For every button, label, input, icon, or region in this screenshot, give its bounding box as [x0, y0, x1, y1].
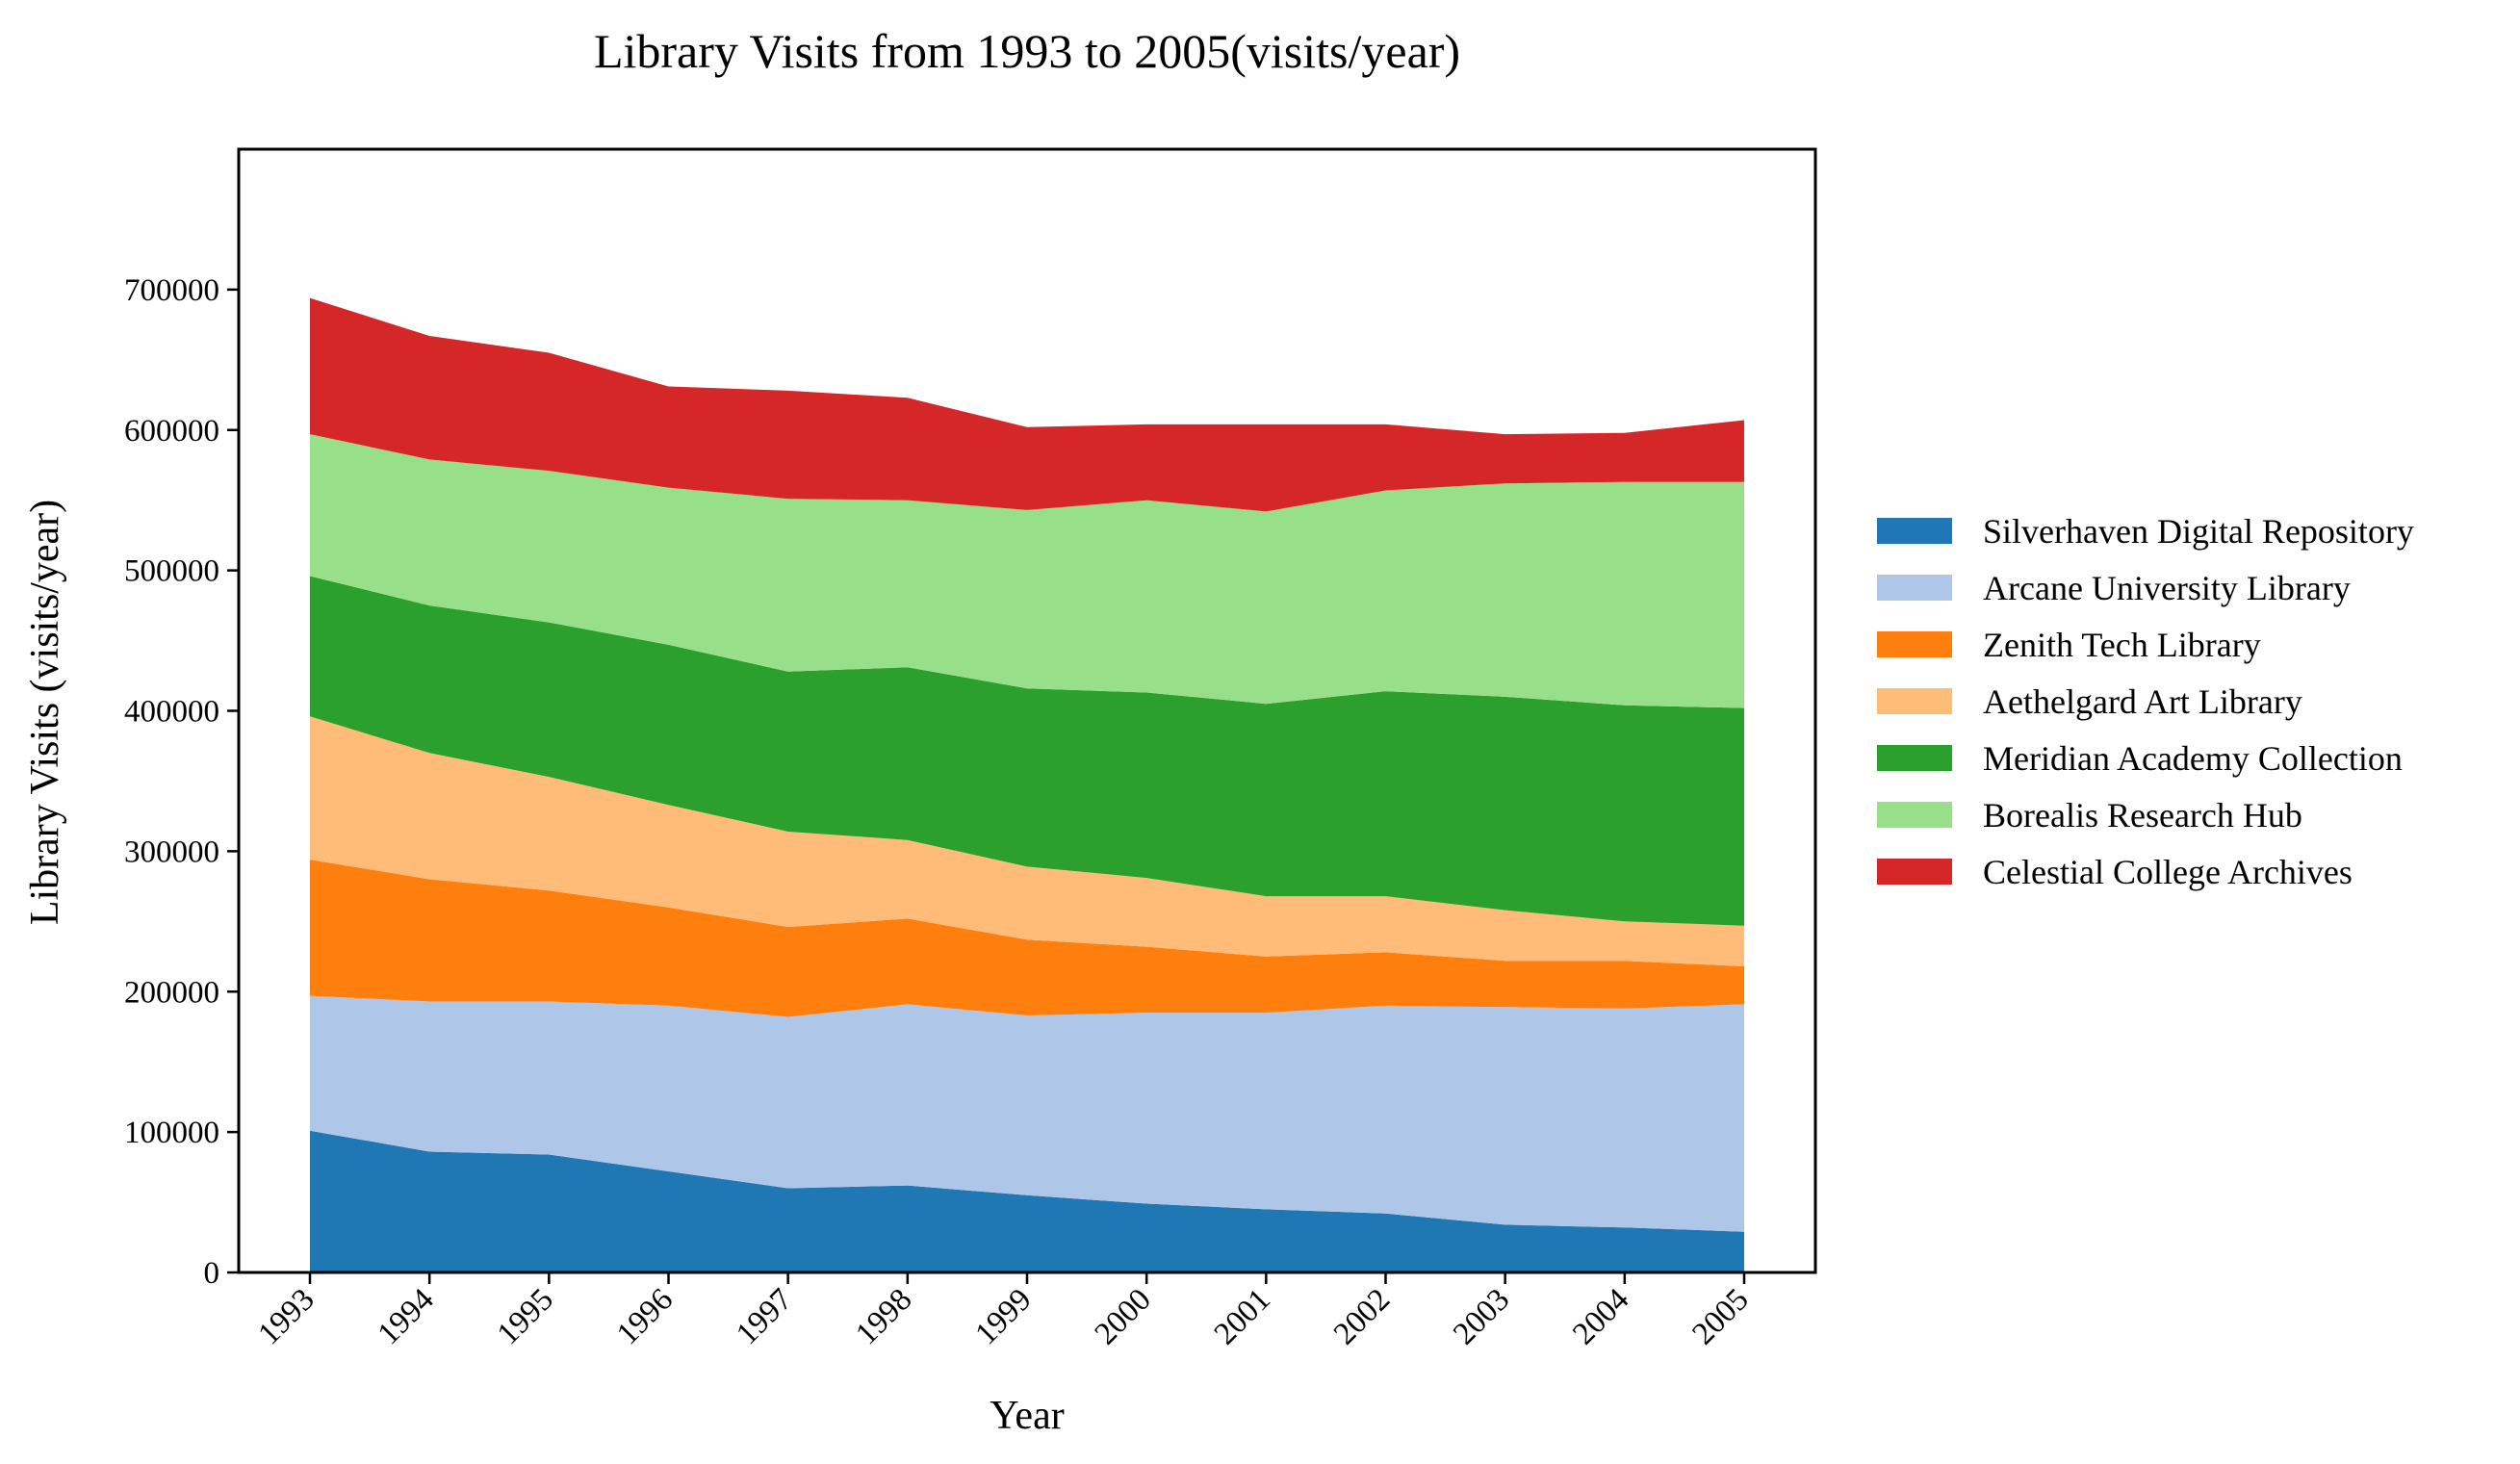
x-axis-label: Year — [990, 1394, 1064, 1438]
y-tick-label: 100000 — [124, 1116, 219, 1150]
x-tick-label: 1997 — [730, 1282, 799, 1351]
y-tick-label: 400000 — [124, 695, 219, 730]
x-tick-label: 2000 — [1089, 1282, 1158, 1351]
y-tick-label: 700000 — [124, 273, 219, 308]
x-tick-label: 1999 — [969, 1282, 1039, 1351]
legend-label: Meridian Academy Collection — [1983, 739, 2403, 778]
area-series-1 — [310, 1130, 1744, 1272]
y-tick-label: 600000 — [124, 414, 219, 449]
legend-swatch — [1877, 575, 1952, 601]
y-tick-label: 500000 — [124, 554, 219, 589]
x-tick-label: 2001 — [1208, 1282, 1277, 1351]
chart-title: Library Visits from 1993 to 2005(visits/… — [594, 24, 1460, 78]
x-tick-label: 1993 — [252, 1282, 321, 1351]
x-tick-label: 2003 — [1447, 1282, 1516, 1351]
legend-label: Silverhaven Digital Repository — [1983, 512, 2414, 551]
legend-label: Celestial College Archives — [1983, 853, 2353, 891]
x-axis: 1993 1994 1995 1996 1997 1998 1999 2000 2001 2002… — [252, 1272, 1756, 1351]
legend-swatch — [1877, 859, 1952, 885]
series-areas — [310, 297, 1744, 1272]
x-tick-label: 1998 — [849, 1282, 918, 1351]
legend-label: Arcane University Library — [1983, 569, 2351, 607]
legend: Silverhaven Digital Repository Arcane Uni… — [1877, 512, 2414, 891]
area-series-4 — [310, 716, 1744, 966]
x-tick-label: 2002 — [1327, 1282, 1397, 1351]
area-series-3 — [310, 860, 1744, 1017]
area-series-5 — [310, 576, 1744, 926]
x-tick-label: 1995 — [491, 1282, 560, 1351]
legend-label: Borealis Research Hub — [1983, 796, 2302, 835]
x-tick-label: 2005 — [1686, 1282, 1756, 1351]
y-axis: 0 100000 200000 300000 400000 500000 600000 700… — [124, 273, 239, 1291]
y-tick-label: 300000 — [124, 835, 219, 869]
area-series-7 — [310, 297, 1744, 512]
legend-swatch — [1877, 745, 1952, 771]
y-axis-label: Library Visits (visits/year) — [23, 500, 67, 925]
legend-label: Zenith Tech Library — [1983, 626, 2261, 664]
area-series-6 — [310, 434, 1744, 708]
legend-label: Aethelgard Art Library — [1983, 682, 2302, 721]
x-tick-label: 2004 — [1566, 1282, 1635, 1351]
y-tick-label: 200000 — [124, 975, 219, 1010]
legend-swatch — [1877, 631, 1952, 657]
x-tick-label: 1994 — [372, 1282, 441, 1351]
y-tick-label: 0 — [204, 1256, 220, 1291]
legend-swatch — [1877, 518, 1952, 544]
x-tick-label: 1996 — [610, 1282, 680, 1351]
legend-swatch — [1877, 802, 1952, 828]
legend-swatch — [1877, 688, 1952, 714]
area-series-2 — [310, 995, 1744, 1232]
